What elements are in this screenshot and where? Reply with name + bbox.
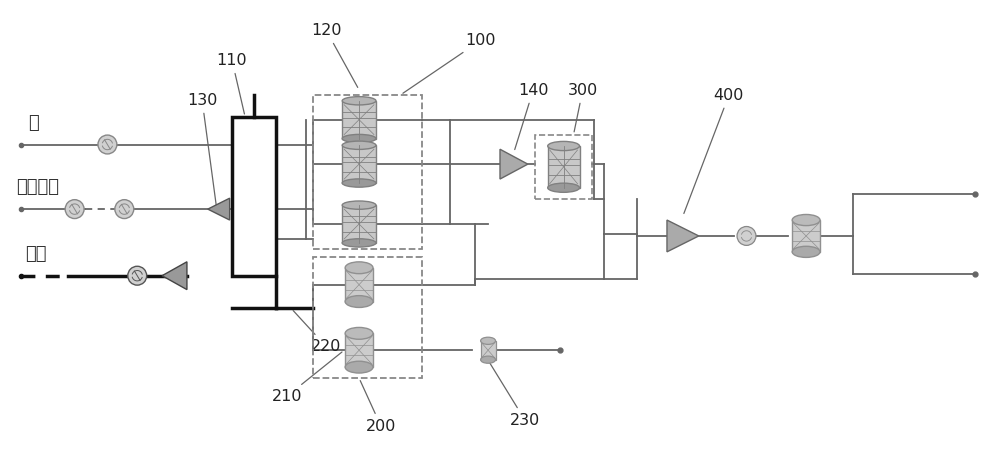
Text: 120: 120 bbox=[311, 23, 358, 88]
Ellipse shape bbox=[481, 356, 496, 363]
Bar bbox=[232, 117, 276, 276]
Bar bbox=[535, 134, 592, 199]
Ellipse shape bbox=[345, 262, 373, 274]
Text: 300: 300 bbox=[568, 83, 598, 132]
Bar bbox=[345, 268, 373, 301]
Text: 210: 210 bbox=[271, 352, 342, 404]
Text: 200: 200 bbox=[360, 380, 396, 434]
Polygon shape bbox=[667, 220, 699, 252]
Bar bbox=[313, 95, 422, 249]
Ellipse shape bbox=[342, 239, 376, 247]
Ellipse shape bbox=[342, 141, 376, 149]
Circle shape bbox=[737, 227, 756, 245]
Ellipse shape bbox=[792, 214, 820, 226]
Polygon shape bbox=[208, 198, 230, 220]
Bar bbox=[345, 333, 373, 367]
Text: 130: 130 bbox=[187, 93, 217, 207]
Text: 140: 140 bbox=[515, 83, 548, 149]
Circle shape bbox=[65, 200, 84, 218]
Bar bbox=[481, 341, 496, 360]
Bar bbox=[342, 205, 376, 243]
Ellipse shape bbox=[792, 246, 820, 257]
Ellipse shape bbox=[345, 327, 373, 339]
Bar bbox=[342, 145, 376, 183]
Text: 230: 230 bbox=[490, 363, 540, 428]
Ellipse shape bbox=[345, 361, 373, 373]
Text: 220: 220 bbox=[293, 311, 342, 354]
Ellipse shape bbox=[481, 337, 496, 345]
Polygon shape bbox=[500, 149, 528, 179]
Ellipse shape bbox=[548, 141, 580, 151]
Polygon shape bbox=[162, 262, 187, 290]
Text: 空气: 空气 bbox=[25, 245, 46, 263]
Bar bbox=[792, 220, 820, 252]
Bar bbox=[342, 101, 376, 138]
Ellipse shape bbox=[342, 179, 376, 187]
Ellipse shape bbox=[342, 201, 376, 209]
Text: 水: 水 bbox=[28, 114, 39, 132]
Ellipse shape bbox=[342, 134, 376, 143]
Bar bbox=[548, 146, 580, 188]
Text: 110: 110 bbox=[217, 53, 247, 114]
Text: 模拟组分: 模拟组分 bbox=[16, 178, 59, 196]
Text: 400: 400 bbox=[684, 88, 744, 213]
Bar bbox=[313, 257, 422, 378]
Ellipse shape bbox=[342, 97, 376, 105]
Circle shape bbox=[128, 266, 147, 285]
Text: 100: 100 bbox=[403, 33, 496, 93]
Ellipse shape bbox=[345, 296, 373, 307]
Circle shape bbox=[115, 200, 134, 218]
Ellipse shape bbox=[548, 183, 580, 192]
Circle shape bbox=[98, 135, 117, 154]
